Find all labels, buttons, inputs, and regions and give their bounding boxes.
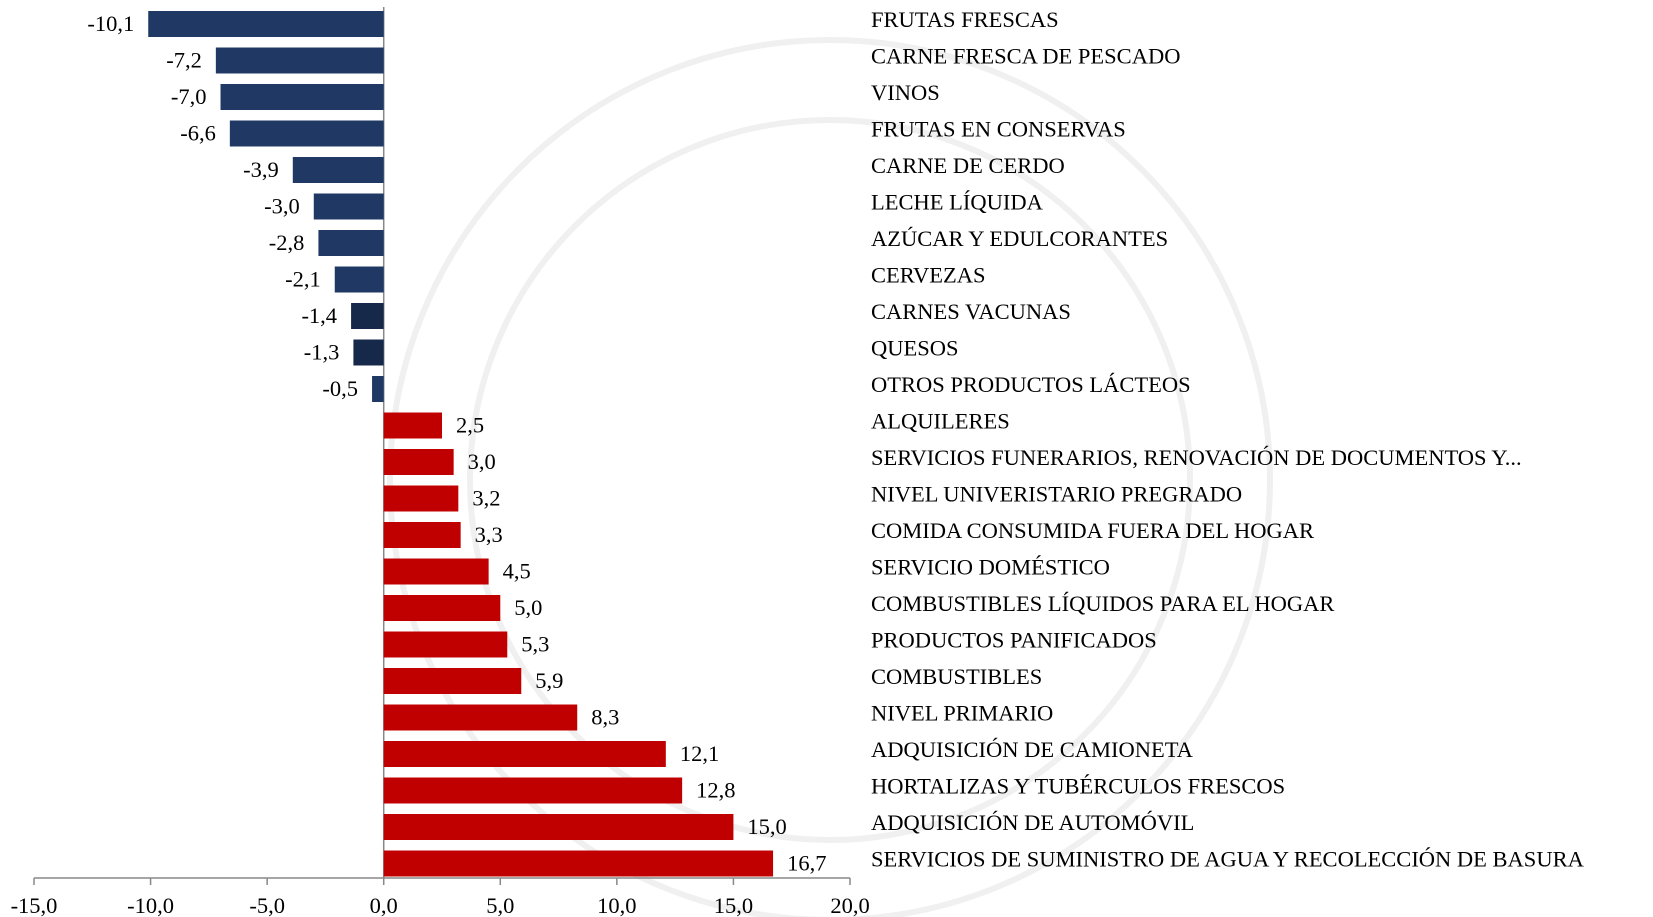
bar [383, 850, 774, 877]
value-label: -7,0 [171, 84, 207, 109]
bar [383, 668, 522, 694]
value-label: 3,2 [472, 486, 500, 511]
value-label: -1,3 [304, 340, 340, 365]
category-label: COMBUSTIBLES LÍQUIDOS PARA EL HOGAR [871, 591, 1334, 616]
category-label: COMIDA CONSUMIDA FUERA DEL HOGAR [871, 518, 1314, 543]
value-label: -0,5 [322, 376, 358, 401]
category-label: ALQUILERES [871, 409, 1010, 434]
bar [383, 449, 454, 475]
category-label: COMBUSTIBLES [871, 664, 1042, 689]
value-label: -10,1 [87, 11, 134, 36]
value-label: -2,8 [269, 230, 305, 255]
value-label: 2,5 [456, 413, 484, 438]
bar [383, 631, 508, 658]
category-label: CARNE DE CERDO [871, 153, 1065, 178]
category-label: FRUTAS FRESCAS [871, 7, 1059, 32]
value-label: -6,6 [180, 121, 216, 146]
value-label: 5,9 [535, 668, 563, 693]
x-tick-label: 15,0 [714, 893, 753, 917]
category-label: SERVICIOS FUNERARIOS, RENOVACIÓN DE DOCU… [871, 444, 1522, 470]
bar [148, 11, 384, 37]
category-label: QUESOS [871, 336, 959, 361]
category-label: NIVEL PRIMARIO [871, 701, 1053, 726]
x-tick-label: -5,0 [249, 893, 285, 917]
value-label: -7,2 [166, 48, 202, 73]
x-tick-label: 20,0 [830, 893, 869, 917]
value-label: 15,0 [747, 814, 786, 839]
category-label: ADQUISICIÓN DE CAMIONETA [871, 736, 1194, 762]
value-label: 8,3 [591, 705, 619, 730]
bar [351, 303, 384, 329]
bar [215, 47, 384, 74]
value-label: 12,8 [696, 778, 735, 803]
category-label: CARNES VACUNAS [871, 299, 1071, 324]
bar [220, 84, 384, 110]
category-label: LECHE LÍQUIDA [871, 190, 1044, 215]
bar [318, 230, 384, 256]
bar [383, 485, 459, 512]
bar [229, 120, 384, 147]
category-label: ADQUISICIÓN DE AUTOMÓVIL [871, 809, 1194, 835]
category-label: SERVICIO DOMÉSTICO [871, 555, 1110, 580]
x-tick-label: 10,0 [597, 893, 636, 917]
value-label: -3,0 [264, 194, 300, 219]
bar [383, 741, 666, 767]
bar [383, 595, 501, 621]
bar [313, 193, 384, 220]
bar [383, 412, 442, 439]
value-label: 12,1 [680, 741, 719, 766]
value-label: 16,7 [787, 851, 826, 876]
category-label: CERVEZAS [871, 263, 985, 288]
value-label: 4,5 [503, 559, 531, 584]
category-label: OTROS PRODUCTOS LÁCTEOS [871, 372, 1191, 397]
bar [383, 814, 734, 840]
value-label: 5,3 [521, 632, 549, 657]
x-tick-label: -10,0 [127, 893, 174, 917]
x-tick-label: 0,0 [370, 893, 398, 917]
value-label: -2,1 [285, 267, 321, 292]
category-label: AZÚCAR Y EDULCORANTES [871, 225, 1168, 251]
bar [383, 704, 578, 731]
bar [383, 558, 489, 585]
category-label: SERVICIOS DE SUMINISTRO DE AGUA Y RECOLE… [871, 846, 1585, 872]
bar [372, 376, 384, 402]
bar [383, 777, 683, 804]
category-label: NIVEL UNIVERISTARIO PREGRADO [871, 482, 1242, 507]
bar [292, 157, 384, 183]
x-tick-label: -15,0 [11, 893, 58, 917]
category-label: VINOS [871, 80, 940, 105]
category-label: CARNE FRESCA DE PESCADO [871, 44, 1180, 69]
category-label: HORTALIZAS Y TUBÉRCULOS FRESCOS [871, 774, 1285, 799]
value-label: 3,3 [475, 522, 503, 547]
category-label: FRUTAS EN CONSERVAS [871, 117, 1126, 142]
category-label: PRODUCTOS PANIFICADOS [871, 628, 1157, 653]
value-label: -3,9 [243, 157, 279, 182]
bar [383, 522, 461, 548]
watermark [387, 37, 1273, 917]
bar [353, 339, 384, 366]
value-label: -1,4 [301, 303, 337, 328]
bar [334, 266, 384, 293]
x-tick-label: 5,0 [486, 893, 514, 917]
value-label: 3,0 [468, 449, 496, 474]
value-label: 5,0 [514, 595, 542, 620]
